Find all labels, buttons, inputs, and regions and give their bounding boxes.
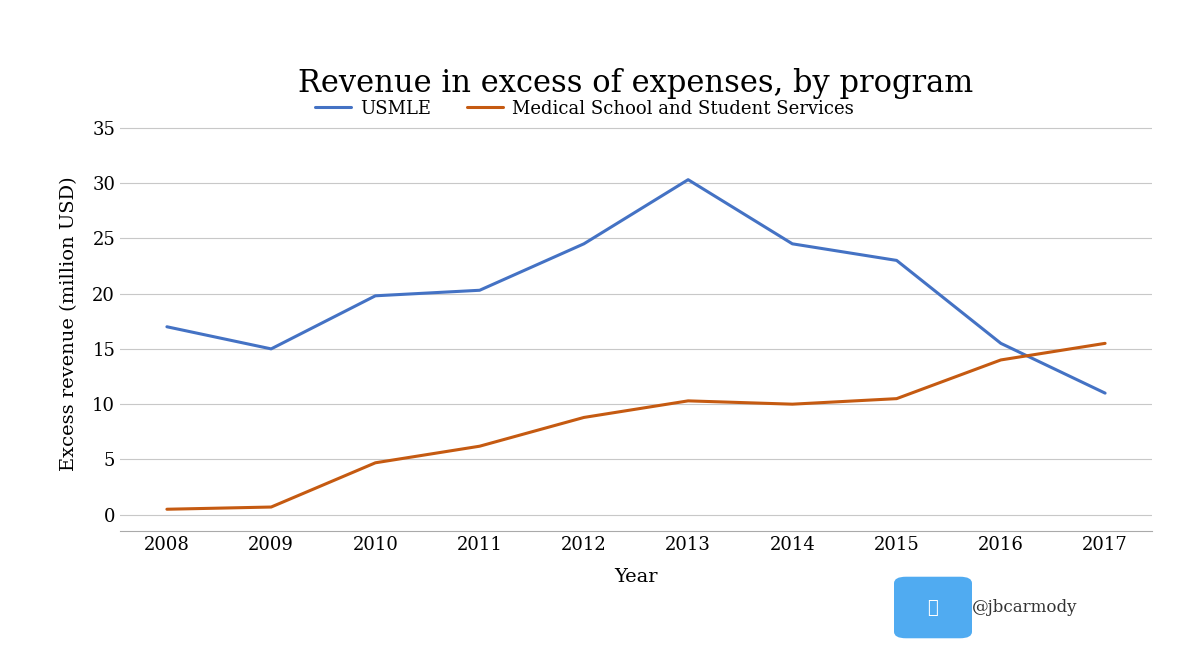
USMLE [889, 257, 904, 264]
Medical School and Student Services [368, 459, 383, 467]
Line: USMLE: USMLE [167, 179, 1105, 393]
USMLE [368, 292, 383, 299]
Title: Revenue in excess of expenses, by program: Revenue in excess of expenses, by progra… [299, 67, 973, 98]
Y-axis label: Excess revenue (million USD): Excess revenue (million USD) [60, 177, 78, 471]
USMLE [1098, 389, 1112, 397]
Medical School and Student Services [264, 503, 278, 511]
USMLE [680, 176, 695, 183]
X-axis label: Year: Year [614, 568, 658, 586]
USMLE [473, 286, 487, 294]
Medical School and Student Services [680, 397, 695, 405]
Medical School and Student Services [785, 400, 799, 408]
Medical School and Student Services [473, 443, 487, 450]
USMLE [994, 340, 1008, 347]
Line: Medical School and Student Services: Medical School and Student Services [167, 343, 1105, 509]
Text: @jbcarmody: @jbcarmody [972, 599, 1078, 616]
Medical School and Student Services [889, 395, 904, 402]
Medical School and Student Services [577, 413, 592, 421]
Medical School and Student Services [1098, 340, 1112, 347]
USMLE [160, 323, 174, 330]
USMLE [264, 345, 278, 353]
Medical School and Student Services [160, 505, 174, 513]
USMLE [785, 240, 799, 248]
Legend: USMLE, Medical School and Student Services: USMLE, Medical School and Student Servic… [307, 93, 862, 125]
Medical School and Student Services [994, 356, 1008, 364]
Text: 🐦: 🐦 [928, 599, 938, 616]
USMLE [577, 240, 592, 248]
